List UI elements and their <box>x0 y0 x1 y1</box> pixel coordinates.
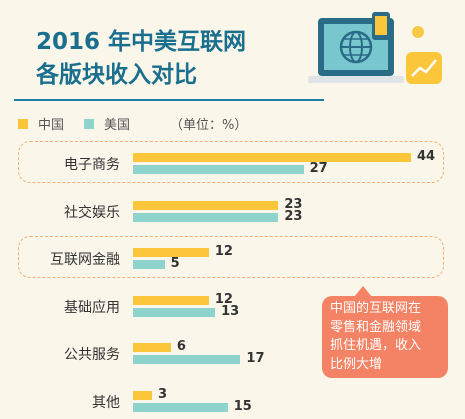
bar-china <box>133 200 279 210</box>
bar-usa <box>133 307 216 317</box>
bar-value-label: 3 <box>157 387 167 402</box>
bar-china <box>133 391 152 400</box>
category-label: 社交娱乐 <box>64 204 120 221</box>
bar-value-label: 12 <box>214 291 233 307</box>
bar-value-label: 12 <box>214 244 233 260</box>
illustration <box>300 8 460 107</box>
legend-usa-swatch <box>84 118 95 129</box>
category-label: 电子商务 <box>64 157 120 173</box>
bar-value-label: 13 <box>221 303 240 319</box>
bar-value-label: 5 <box>170 256 180 272</box>
title-line-2: 各版块收入对比 <box>36 62 197 88</box>
legend-china-swatch <box>18 118 28 129</box>
category-label: 互联网金融 <box>50 252 120 269</box>
bar-china <box>133 343 171 353</box>
bar-usa <box>133 403 228 412</box>
bar-china <box>133 295 209 305</box>
bar-value-label: 23 <box>284 196 303 212</box>
bar-value-label: 15 <box>233 399 252 414</box>
legend-china: 中国 <box>18 114 64 133</box>
chart-title: 2016 年中美互联网 各版块收入对比 <box>36 26 246 92</box>
laptop-globe-icon <box>308 12 442 84</box>
bar-usa <box>133 165 304 174</box>
bar-value-label: 27 <box>309 161 328 176</box>
highlight-box <box>18 141 444 183</box>
bar-usa <box>133 260 165 270</box>
legend-china-label: 中国 <box>38 118 65 133</box>
callout-line-2: 零售和金融领域 <box>330 319 422 335</box>
callout-bubble: 中国的互联网在 零售和金融领域 抓住机遇，收入 比例大增 <box>322 286 448 378</box>
callout-line-1: 中国的互联网在 <box>330 301 422 316</box>
bar-value-label: 23 <box>284 208 303 224</box>
bar-usa <box>133 355 241 365</box>
legend-usa-label: 美国 <box>104 118 131 133</box>
bar-value-label: 17 <box>246 351 265 367</box>
callout-line-4: 比例大增 <box>330 356 383 372</box>
category-label: 基础应用 <box>64 299 120 316</box>
bar-china <box>133 248 209 258</box>
highlight-box <box>18 236 444 279</box>
title-divider <box>14 99 324 101</box>
legend: 中国 美国 （单位：%） <box>18 114 247 133</box>
category-label: 公共服务 <box>64 347 120 364</box>
callout-line-3: 抓住机遇，收入 <box>330 338 422 353</box>
legend-usa: 美国 <box>84 114 130 133</box>
title-line-1: 2016 年中美互联网 <box>36 29 247 55</box>
bar-value-label: 6 <box>176 339 186 355</box>
phone-icon <box>372 12 390 40</box>
legend-unit: （单位：%） <box>170 118 248 133</box>
bar-usa <box>133 212 279 222</box>
bar-value-label: 44 <box>417 149 436 164</box>
category-label: 其他 <box>92 395 120 411</box>
chart-card-icon <box>406 52 442 84</box>
bar-china <box>133 153 411 162</box>
